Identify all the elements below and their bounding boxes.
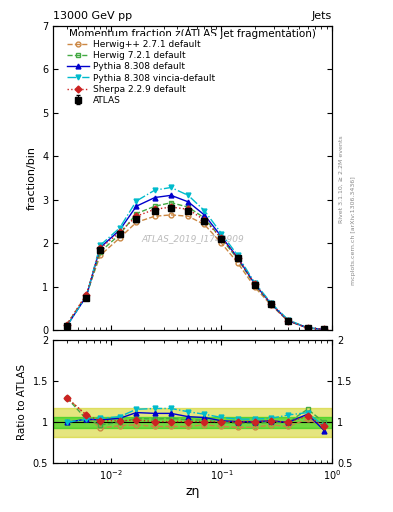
Pythia 8.308 vincia-default xyxy=(64,323,69,329)
Pythia 8.308 vincia-default xyxy=(268,300,273,306)
Sherpa 2.2.9 default xyxy=(64,322,69,328)
Pythia 8.308 vincia-default xyxy=(152,187,157,193)
Herwig 7.2.1 default xyxy=(134,210,139,217)
Sherpa 2.2.9 default xyxy=(219,235,224,241)
Sherpa 2.2.9 default xyxy=(202,217,207,223)
Herwig 7.2.1 default xyxy=(169,200,173,206)
Herwig++ 2.7.1 default xyxy=(169,212,173,218)
Pythia 8.308 vincia-default xyxy=(134,198,139,204)
Herwig 7.2.1 default xyxy=(202,215,207,221)
Herwig++ 2.7.1 default xyxy=(286,318,290,324)
Herwig 7.2.1 default xyxy=(152,203,157,209)
Line: Herwig++ 2.7.1 default: Herwig++ 2.7.1 default xyxy=(64,212,327,332)
Pythia 8.308 vincia-default xyxy=(84,293,89,300)
Herwig 7.2.1 default xyxy=(252,282,257,288)
Herwig 7.2.1 default xyxy=(235,256,240,262)
Text: Jets: Jets xyxy=(312,11,332,21)
Herwig 7.2.1 default xyxy=(84,293,89,300)
Legend: Herwig++ 2.7.1 default, Herwig 7.2.1 default, Pythia 8.308 default, Pythia 8.308: Herwig++ 2.7.1 default, Herwig 7.2.1 def… xyxy=(63,36,219,109)
Herwig++ 2.7.1 default xyxy=(152,213,157,219)
Sherpa 2.2.9 default xyxy=(169,204,173,210)
Pythia 8.308 vincia-default xyxy=(202,207,207,214)
Sherpa 2.2.9 default xyxy=(286,317,290,324)
Pythia 8.308 vincia-default xyxy=(186,193,191,199)
Sherpa 2.2.9 default xyxy=(134,213,139,219)
Herwig 7.2.1 default xyxy=(117,231,122,238)
Text: ATLAS_2019_I1740909: ATLAS_2019_I1740909 xyxy=(141,234,244,243)
Line: Pythia 8.308 vincia-default: Pythia 8.308 vincia-default xyxy=(64,185,327,332)
Pythia 8.308 default xyxy=(169,193,173,199)
Herwig++ 2.7.1 default xyxy=(235,260,240,266)
Pythia 8.308 default xyxy=(268,301,273,307)
Pythia 8.308 vincia-default xyxy=(286,317,290,323)
Herwig 7.2.1 default xyxy=(268,301,273,307)
Herwig++ 2.7.1 default xyxy=(252,284,257,290)
Pythia 8.308 default xyxy=(134,203,139,209)
Herwig 7.2.1 default xyxy=(219,236,224,242)
Text: Rivet 3.1.10, ≥ 2.2M events: Rivet 3.1.10, ≥ 2.2M events xyxy=(339,135,344,223)
Text: 13000 GeV pp: 13000 GeV pp xyxy=(53,11,132,21)
Pythia 8.308 vincia-default xyxy=(98,242,103,248)
Sherpa 2.2.9 default xyxy=(268,301,273,307)
Herwig++ 2.7.1 default xyxy=(322,326,327,332)
Pythia 8.308 default xyxy=(186,199,191,205)
Herwig 7.2.1 default xyxy=(98,249,103,255)
Pythia 8.308 default xyxy=(202,212,207,218)
Herwig 7.2.1 default xyxy=(305,325,310,331)
Pythia 8.308 default xyxy=(117,227,122,233)
Pythia 8.308 vincia-default xyxy=(235,252,240,259)
Pythia 8.308 default xyxy=(84,293,89,300)
Pythia 8.308 default xyxy=(322,326,327,332)
Line: Herwig 7.2.1 default: Herwig 7.2.1 default xyxy=(64,200,327,332)
Pythia 8.308 default xyxy=(252,281,257,287)
Herwig++ 2.7.1 default xyxy=(84,291,89,297)
Text: mcplots.cern.ch [arXiv:1306.3436]: mcplots.cern.ch [arXiv:1306.3436] xyxy=(351,176,356,285)
Herwig++ 2.7.1 default xyxy=(186,213,191,219)
Pythia 8.308 default xyxy=(219,233,224,240)
Pythia 8.308 default xyxy=(64,323,69,329)
Pythia 8.308 default xyxy=(305,325,310,331)
Text: Momentum fraction z(ATLAS jet fragmentation): Momentum fraction z(ATLAS jet fragmentat… xyxy=(69,29,316,38)
Bar xyxy=(53,417,332,428)
Pythia 8.308 default xyxy=(286,317,290,324)
Sherpa 2.2.9 default xyxy=(152,206,157,212)
Sherpa 2.2.9 default xyxy=(322,326,327,332)
Herwig 7.2.1 default xyxy=(322,326,327,332)
Sherpa 2.2.9 default xyxy=(98,245,103,251)
Pythia 8.308 default xyxy=(152,195,157,201)
Pythia 8.308 vincia-default xyxy=(219,230,224,237)
Pythia 8.308 default xyxy=(98,245,103,251)
Y-axis label: fraction/bin: fraction/bin xyxy=(26,146,37,210)
Herwig++ 2.7.1 default xyxy=(98,252,103,259)
Line: Pythia 8.308 default: Pythia 8.308 default xyxy=(64,193,327,332)
Herwig++ 2.7.1 default xyxy=(219,240,224,246)
Herwig++ 2.7.1 default xyxy=(117,235,122,241)
Herwig 7.2.1 default xyxy=(186,204,191,210)
Sherpa 2.2.9 default xyxy=(186,206,191,212)
Sherpa 2.2.9 default xyxy=(235,254,240,261)
Pythia 8.308 vincia-default xyxy=(252,280,257,286)
Sherpa 2.2.9 default xyxy=(84,291,89,297)
Herwig 7.2.1 default xyxy=(64,322,69,328)
Pythia 8.308 vincia-default xyxy=(117,225,122,231)
Herwig++ 2.7.1 default xyxy=(305,325,310,331)
Pythia 8.308 vincia-default xyxy=(305,325,310,331)
Pythia 8.308 vincia-default xyxy=(169,184,173,190)
Herwig++ 2.7.1 default xyxy=(134,219,139,225)
X-axis label: zη: zη xyxy=(185,485,200,498)
Sherpa 2.2.9 default xyxy=(305,325,310,331)
Bar xyxy=(53,408,332,437)
Herwig 7.2.1 default xyxy=(286,317,290,324)
Herwig++ 2.7.1 default xyxy=(202,221,207,227)
Pythia 8.308 vincia-default xyxy=(322,326,327,332)
Herwig++ 2.7.1 default xyxy=(268,302,273,308)
Sherpa 2.2.9 default xyxy=(117,229,122,236)
Sherpa 2.2.9 default xyxy=(252,281,257,287)
Line: Sherpa 2.2.9 default: Sherpa 2.2.9 default xyxy=(64,205,327,332)
Pythia 8.308 default xyxy=(235,254,240,261)
Herwig++ 2.7.1 default xyxy=(64,322,69,328)
Y-axis label: Ratio to ATLAS: Ratio to ATLAS xyxy=(17,364,27,440)
